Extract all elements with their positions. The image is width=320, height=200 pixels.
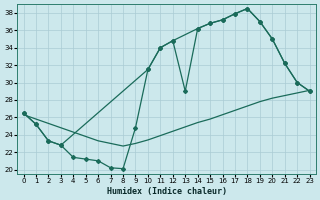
X-axis label: Humidex (Indice chaleur): Humidex (Indice chaleur): [107, 187, 227, 196]
